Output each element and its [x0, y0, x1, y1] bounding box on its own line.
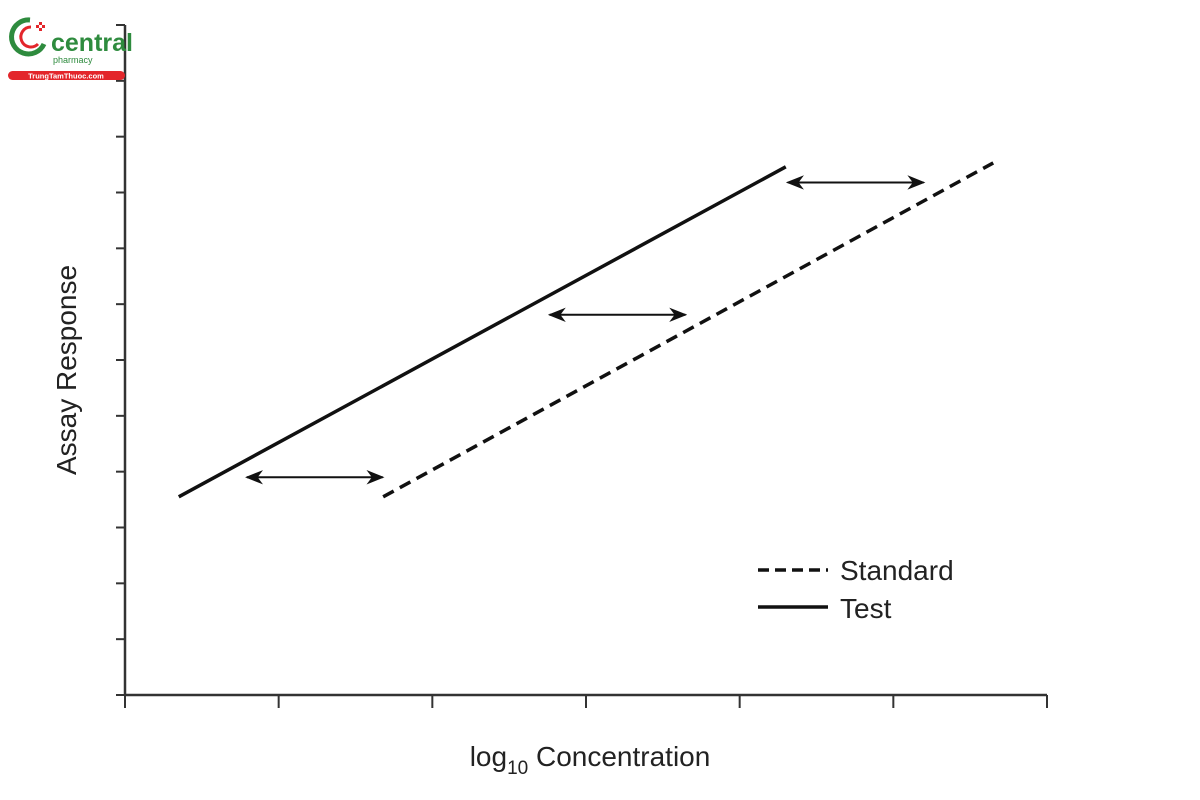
logo-site: TrungTamThuoc.com — [28, 72, 104, 81]
x-axis-label-subscript: 10 — [507, 758, 528, 779]
series-group — [177, 161, 995, 499]
x-axis-label: log10 Concentration — [470, 741, 711, 779]
logo-brand: central — [51, 29, 133, 57]
logo-sub: pharmacy — [53, 55, 93, 65]
x-axis-label-log: log — [470, 741, 507, 772]
x-axis-label-rest: Concentration — [528, 741, 710, 772]
y-axis-label: Assay Response — [51, 265, 82, 475]
annotations — [245, 175, 926, 485]
logo: central pharmacy TrungTamThuoc.com — [8, 17, 133, 81]
series-line-standard — [382, 161, 995, 499]
legend-test-label: Test — [840, 593, 892, 624]
logo-ring-icon — [9, 17, 47, 57]
logo-cross-icon — [36, 22, 45, 31]
series-line-test — [177, 165, 787, 499]
legend-standard-label: Standard — [840, 555, 954, 586]
legend: Standard Test — [758, 555, 954, 624]
axes — [116, 24, 1048, 708]
